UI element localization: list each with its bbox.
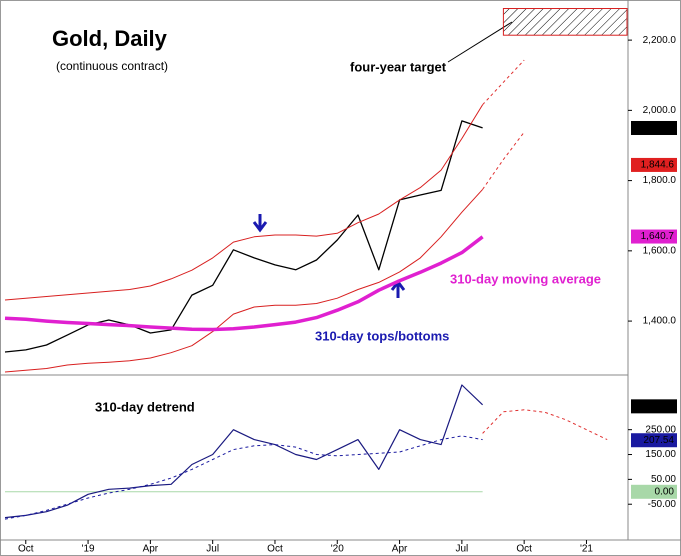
arrow-down	[252, 214, 268, 233]
y-tick-label: -50.00	[648, 499, 677, 510]
end-label-bg	[631, 120, 677, 135]
series-line	[482, 409, 608, 441]
series-line	[4, 235, 484, 332]
y-tick-label: 1,400.0	[643, 316, 677, 327]
series-line	[4, 384, 484, 519]
y-tick-label: 50.00	[651, 474, 676, 485]
end-label-bg	[631, 484, 677, 499]
x-tick-label: Oct	[18, 544, 34, 555]
annotation-line	[447, 21, 513, 63]
y-tick-label: 150.00	[645, 449, 676, 460]
series-line	[482, 131, 525, 190]
end-label: 343.92	[643, 401, 674, 412]
x-tick-label: Apr	[392, 544, 408, 555]
x-tick-label: Jul	[455, 544, 468, 555]
x-tick-label: Apr	[143, 544, 159, 555]
series-line	[4, 104, 484, 301]
target-zone	[502, 8, 628, 36]
annotation: four-year target	[350, 59, 447, 74]
chart-title: Gold, Daily	[52, 26, 168, 51]
x-tick-label: '19	[82, 544, 95, 555]
end-label: 207.54	[643, 435, 674, 446]
annotation: 310-day tops/bottoms	[315, 328, 449, 343]
end-label: 1,949.8	[641, 123, 675, 134]
x-tick-label: Oct	[267, 544, 283, 555]
chart-subtitle: (continuous contract)	[56, 59, 168, 73]
end-label: 1,844.6	[641, 160, 675, 171]
series-line	[4, 189, 483, 373]
series-line	[4, 120, 483, 353]
end-label-bg	[631, 433, 677, 448]
end-label-bg	[631, 399, 677, 414]
x-tick-label: '21	[580, 544, 593, 555]
series-line	[482, 59, 525, 106]
x-tick-label: Oct	[516, 544, 532, 555]
y-tick-label: 250.00	[645, 424, 676, 435]
y-tick-label: 2,200.0	[643, 35, 677, 46]
x-tick-label: Jul	[206, 544, 219, 555]
end-label: 1,640.7	[641, 231, 675, 242]
annotation: 310-day moving average	[450, 271, 601, 286]
x-tick-label: '20	[331, 544, 344, 555]
y-tick-label: 2,000.0	[643, 105, 677, 116]
reference-label: 0.00	[655, 486, 675, 497]
end-label-bg	[631, 157, 677, 172]
y-tick-label: 1,800.0	[643, 175, 677, 186]
y-tick-label: 1,600.0	[643, 245, 677, 256]
end-label-bg	[631, 229, 677, 244]
panel-title: 310-day detrend	[95, 399, 195, 414]
